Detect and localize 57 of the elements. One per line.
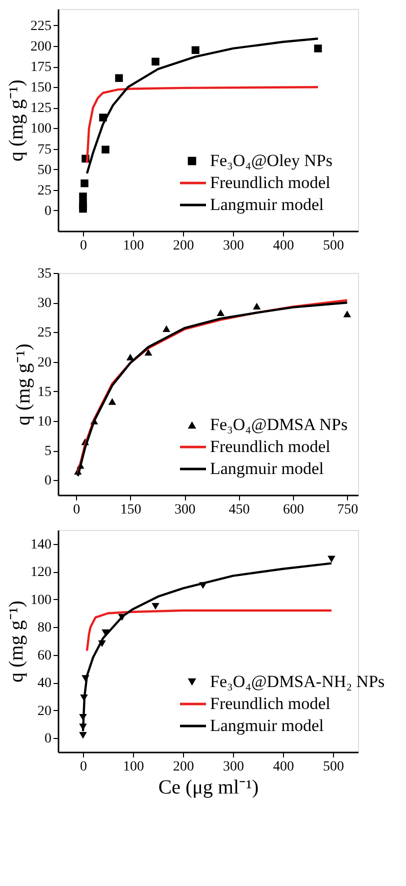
x-tick-label: 0 <box>73 502 80 518</box>
x-tick-label: 0 <box>80 760 87 774</box>
y-tick-label: 225 <box>30 18 52 34</box>
x-tick-label: 400 <box>273 760 294 774</box>
x-tick-label: 200 <box>173 760 194 774</box>
x-tick-label: 750 <box>337 502 358 518</box>
y-tick-label: 0 <box>44 474 52 489</box>
legend-label: Fe₃O₄@DMSA-NH₂ NPs <box>210 672 385 691</box>
y-tick-label: 40 <box>38 676 52 692</box>
y-tick-label: 5 <box>44 444 52 460</box>
y-tick-label: 75 <box>38 142 52 158</box>
legend-label: Langmuir model <box>210 459 324 478</box>
x-tick-label: 300 <box>223 760 244 774</box>
legend-label: Langmuir model <box>210 195 324 214</box>
y-axis-title: q (mg g⁻¹) <box>12 344 34 426</box>
y-tick-label: 125 <box>30 101 52 116</box>
y-tick-label: 0 <box>44 732 52 747</box>
x-tick-label: 500 <box>323 238 344 254</box>
y-tick-label: 20 <box>38 704 52 719</box>
y-tick-label: 30 <box>38 296 52 312</box>
y-tick-label: 60 <box>38 648 52 664</box>
x-tick-label: 450 <box>228 502 250 518</box>
x-tick-label: 400 <box>273 238 294 254</box>
y-tick-label: 200 <box>30 40 52 54</box>
legend-label: Fe₃O₄@Oley NPs <box>210 151 332 170</box>
legend-label: Freundlich model <box>210 694 331 713</box>
y-tick-label: 20 <box>38 355 52 370</box>
y-tick-label: 50 <box>38 162 52 178</box>
x-tick-label: 150 <box>120 502 142 518</box>
y-tick-label: 120 <box>30 565 52 580</box>
y-tick-label: 0 <box>44 204 52 219</box>
x-tick-label: 300 <box>174 502 196 518</box>
x-axis-title: Ce (μg ml⁻¹) <box>158 776 259 798</box>
y-tick-label: 35 <box>38 266 52 282</box>
x-tick-label: 300 <box>223 238 244 254</box>
x-tick-label: 100 <box>123 760 144 774</box>
legend-label: Freundlich model <box>210 173 331 192</box>
y-tick-label: 25 <box>38 326 52 341</box>
legend-label: Langmuir model <box>210 716 324 735</box>
y-tick-label: 140 <box>30 537 52 552</box>
y-tick-label: 175 <box>30 60 52 76</box>
legend-label: Freundlich model <box>210 437 331 456</box>
y-tick-label: 100 <box>30 592 52 608</box>
y-tick-label: 80 <box>38 620 52 636</box>
x-tick-label: 200 <box>173 238 194 254</box>
y-tick-label: 10 <box>38 414 52 430</box>
x-tick-label: 0 <box>80 238 87 254</box>
y-tick-label: 150 <box>30 80 52 96</box>
x-tick-label: 100 <box>123 238 144 254</box>
y-tick-label: 100 <box>30 122 52 137</box>
y-tick-label: 15 <box>38 384 52 400</box>
x-tick-label: 500 <box>323 760 344 774</box>
legend-label: Fe₃O₄@DMSA NPs <box>210 415 348 434</box>
y-tick-label: 25 <box>38 183 52 198</box>
y-axis-title: q (mg g⁻¹) <box>6 80 28 162</box>
y-axis-title: q (mg g⁻¹) <box>6 600 28 682</box>
x-tick-label: 600 <box>282 502 304 518</box>
